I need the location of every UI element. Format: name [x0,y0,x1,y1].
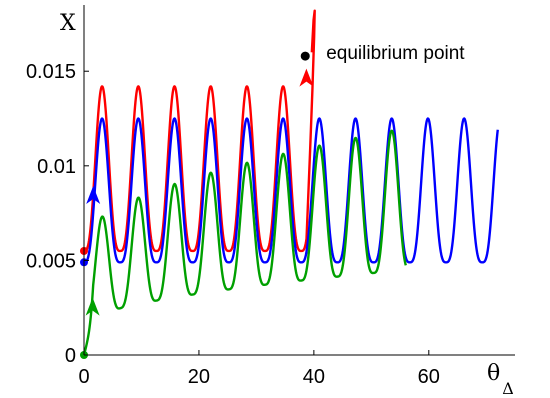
equilibrium-annotation: equilibrium point [300,43,465,64]
series-direction-arrow [86,185,101,204]
y-tick-label: 0.01 [37,156,76,178]
equilibrium-point-label: equilibrium point [326,43,465,64]
y-tick-label: 0 [65,345,76,367]
x-axis-label: θΔ [487,361,514,398]
x-axis-label-sub: Δ [502,379,514,398]
tick-labels: 0 20 40 60 0 0.005 0.01 0.015 [26,61,440,388]
x-tick-label: 20 [188,366,210,388]
series-line [82,129,407,356]
axes [83,5,515,356]
plot-lines [80,9,499,359]
series-line [83,117,499,264]
y-axis-label: X [60,11,76,36]
x-tick-label: 40 [303,366,325,388]
x-axis-label-main: θ [487,361,500,386]
x-tick-label: 0 [78,366,89,388]
x-tick-label: 60 [418,366,440,388]
y-tick-label: 0.015 [26,61,76,83]
series-line [83,9,316,253]
y-tick-label: 0.005 [26,250,76,272]
series-direction-arrow [299,68,314,87]
equilibrium-point-marker [300,51,310,61]
series-direction-arrow [85,297,100,316]
